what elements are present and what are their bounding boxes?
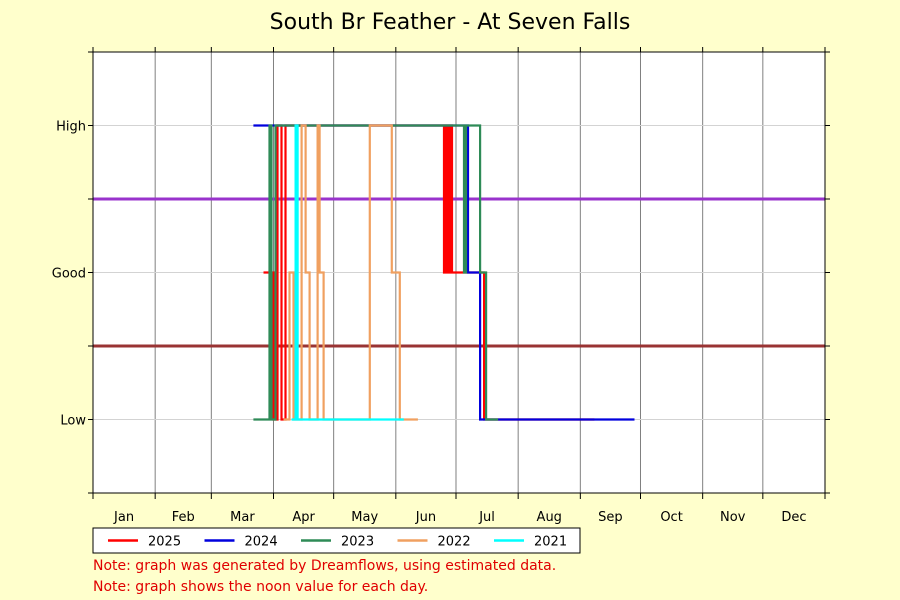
chart-title: South Br Feather - At Seven Falls: [269, 10, 631, 35]
series-layer: [253, 124, 635, 421]
y-tick-label-good: Good: [52, 267, 86, 282]
series-line-2025: [263, 124, 595, 421]
x-tick-label-jun: Jun: [415, 510, 436, 525]
axis-layer: Jan Feb Mar Apr May Jun Jul Aug Sep Oct Nov Dec Low G…: [52, 47, 830, 525]
notes: Note: graph was generated by Dreamflows,…: [93, 556, 556, 598]
legend-label-2022: 2022: [438, 535, 471, 550]
x-tick-label-feb: Feb: [172, 510, 195, 525]
note-noon-value: Note: graph shows the noon value for eac…: [93, 579, 429, 595]
x-tick-label-jul: Jul: [478, 510, 495, 525]
x-tick-label-may: May: [351, 510, 378, 525]
x-tick-label-oct: Oct: [660, 510, 682, 525]
x-tick-label-mar: Mar: [230, 510, 255, 525]
y-tick-label-high: High: [56, 120, 86, 135]
legend-label-2023: 2023: [341, 535, 374, 550]
legend-label-2021: 2021: [534, 535, 567, 550]
y-tick-label-low: Low: [60, 414, 86, 429]
series-line-2021: [291, 124, 404, 421]
x-tick-label-aug: Aug: [537, 510, 562, 525]
x-tick-label-jan: Jan: [113, 510, 134, 525]
legend-label-2025: 2025: [148, 535, 181, 550]
reference-lines: [93, 197, 825, 348]
x-tick-label-dec: Dec: [781, 510, 806, 525]
x-tick-label-apr: Apr: [292, 510, 315, 525]
legend-label-2024: 2024: [245, 535, 278, 550]
series-line-2023: [253, 124, 499, 421]
note-estimated-data: Note: graph was generated by Dreamflows,…: [93, 558, 557, 574]
x-tick-label-nov: Nov: [720, 510, 746, 525]
series-line-2022: [283, 124, 418, 421]
legend: 2025 2024 2023 2022 2021: [92, 527, 581, 554]
x-tick-label-sep: Sep: [598, 510, 623, 525]
